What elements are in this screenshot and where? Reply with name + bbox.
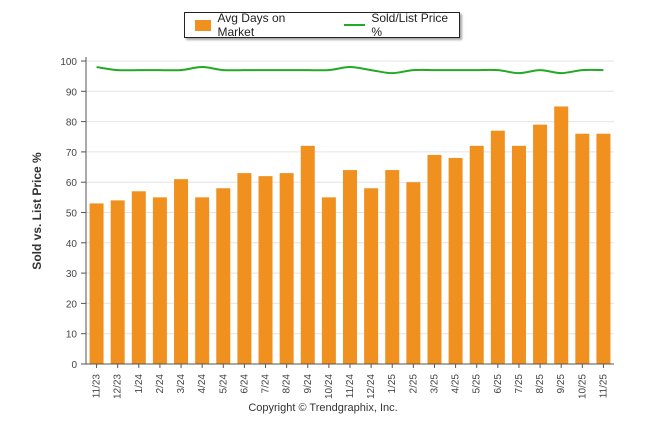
x-tick-label: 3/25 <box>429 374 440 394</box>
x-tick-label: 10/25 <box>577 374 588 399</box>
x-tick-label: 5/25 <box>472 374 483 394</box>
legend-bar-swatch <box>195 19 212 31</box>
legend-item-sold-list-price[interactable]: Sold/List Price % <box>322 11 459 39</box>
bar <box>258 176 273 364</box>
x-tick-label: 12/24 <box>366 374 377 399</box>
bar <box>596 133 611 364</box>
y-tick-label: 70 <box>66 148 78 159</box>
x-tick-label: 12/23 <box>113 374 124 399</box>
bar <box>216 188 231 364</box>
bar <box>237 173 252 364</box>
bar <box>511 145 526 364</box>
x-tick-label: 8/24 <box>282 374 293 394</box>
x-tick-label: 9/24 <box>303 374 314 394</box>
x-tick-label: 6/25 <box>493 374 504 394</box>
x-tick-label: 3/24 <box>176 374 187 394</box>
y-tick-label: 90 <box>66 87 78 98</box>
bar <box>575 133 590 364</box>
x-tick-label: 9/25 <box>556 374 567 394</box>
y-tick-label: 40 <box>66 239 78 250</box>
x-tick-label: 2/25 <box>408 374 419 394</box>
bar <box>554 106 569 364</box>
x-tick-label: 11/25 <box>598 374 609 399</box>
legend-label-sold-list-price: Sold/List Price % <box>371 11 449 39</box>
x-tick-label: 6/24 <box>239 374 250 394</box>
x-tick-label: 7/24 <box>261 374 272 394</box>
series-line-sold-list-price <box>96 66 604 75</box>
copyright-footer: Copyright © Trendgraphix, Inc. <box>248 402 398 414</box>
bar <box>152 197 167 364</box>
bar <box>174 179 189 364</box>
y-axis-title: Sold vs. List Price % <box>30 152 44 270</box>
legend-line-swatch <box>344 24 366 26</box>
bar <box>427 154 442 364</box>
x-tick-label: 4/24 <box>197 374 208 394</box>
bar <box>321 197 336 364</box>
x-tick-label: 11/24 <box>345 374 356 399</box>
x-tick-label: 11/23 <box>92 374 103 399</box>
bar <box>279 173 294 364</box>
x-tick-label: 1/25 <box>387 374 398 394</box>
bar <box>406 182 421 364</box>
legend-item-days-on-market[interactable]: Avg Days on Market <box>185 11 322 39</box>
bar <box>364 188 379 364</box>
y-tick-label: 80 <box>66 118 78 129</box>
bar <box>469 145 484 364</box>
y-tick-label: 60 <box>66 178 78 189</box>
y-tick-label: 0 <box>71 360 77 371</box>
x-tick-label: 10/24 <box>324 374 335 399</box>
x-tick-label: 8/25 <box>535 374 546 394</box>
x-tick-label: 2/24 <box>155 374 166 394</box>
y-tick-label: 100 <box>60 57 77 68</box>
bar <box>343 170 357 364</box>
legend-label-days-on-market: Avg Days on Market <box>217 11 286 39</box>
bar <box>89 203 104 364</box>
x-tick-label: 4/25 <box>451 374 462 394</box>
y-tick-label: 50 <box>66 209 78 220</box>
x-tick-label: 1/24 <box>134 374 145 394</box>
bar <box>300 145 315 364</box>
bar <box>490 130 505 364</box>
y-tick-label: 10 <box>66 330 78 341</box>
y-tick-label: 30 <box>66 269 78 280</box>
bar <box>131 191 146 364</box>
legend: Avg Days on Market Sold/List Price % <box>184 11 460 39</box>
x-tick-label: 7/25 <box>514 374 525 394</box>
bar <box>195 197 210 364</box>
bar <box>110 200 125 364</box>
bar <box>533 124 548 364</box>
x-tick-label: 5/24 <box>218 374 229 394</box>
y-tick-label: 20 <box>66 299 78 310</box>
bar <box>448 157 463 364</box>
bar <box>385 170 400 364</box>
